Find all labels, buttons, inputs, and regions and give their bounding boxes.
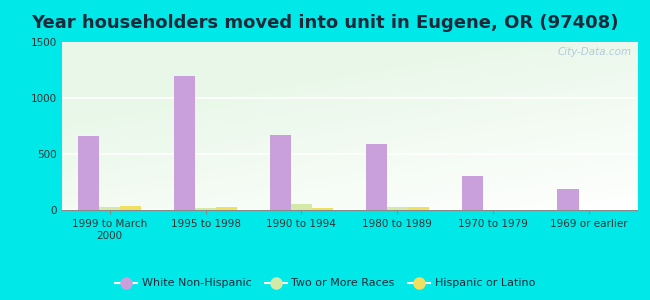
Legend: White Non-Hispanic, Two or More Races, Hispanic or Latino: White Non-Hispanic, Two or More Races, H… [111, 274, 540, 293]
Bar [195, 208, 216, 210]
Bar [312, 208, 333, 210]
Bar [366, 144, 387, 210]
Bar [120, 206, 141, 210]
Bar [99, 207, 120, 210]
Bar [408, 207, 429, 210]
Bar [174, 76, 195, 210]
Bar [387, 207, 408, 210]
Text: City-Data.com: City-Data.com [557, 47, 631, 57]
Bar [78, 136, 99, 210]
Bar [216, 207, 237, 210]
Bar [291, 204, 312, 210]
Text: Year householders moved into unit in Eugene, OR (97408): Year householders moved into unit in Eug… [31, 14, 619, 32]
Bar [558, 189, 579, 210]
Bar [462, 176, 483, 210]
Bar [270, 135, 291, 210]
